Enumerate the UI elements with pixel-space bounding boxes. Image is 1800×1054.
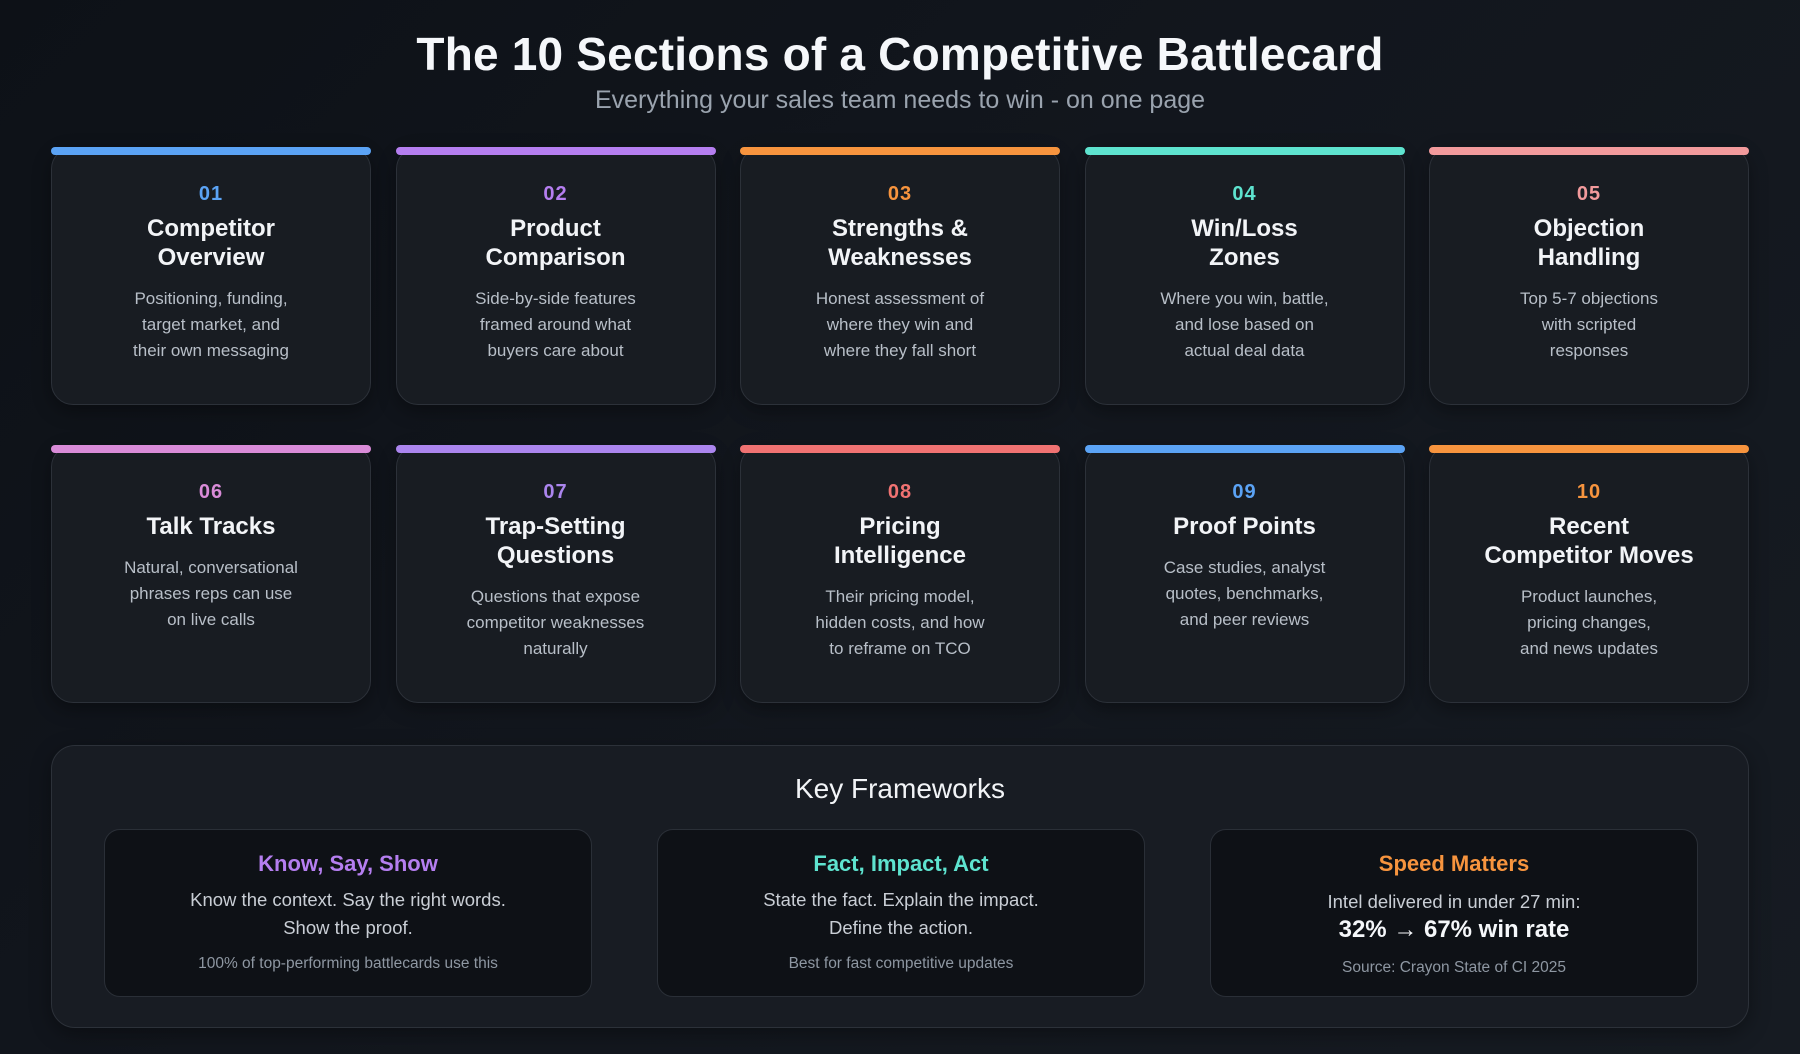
accent-bar	[740, 445, 1060, 453]
framework-body: Intel delivered in under 27 min:	[1327, 891, 1581, 912]
accent-bar	[395, 445, 716, 453]
accent-bar	[51, 147, 371, 155]
accent-bar	[740, 147, 1060, 155]
accent-bar	[1084, 445, 1405, 453]
section-number: 08	[887, 481, 913, 503]
section-card: 02 Product Comparison Side-by-side feature…	[395, 147, 716, 405]
section-title: Proof Points	[1173, 513, 1316, 540]
section-card: 07 Trap-Setting Questions Questions that e…	[395, 445, 716, 703]
section-number: 05	[1576, 183, 1602, 205]
section-description: Natural, conversational phrases reps can…	[124, 558, 298, 629]
section-card: 03 Strengths & Weaknesses Honest assessmen…	[740, 147, 1060, 405]
section-number: 04	[1232, 183, 1257, 205]
section-description: Honest assessment of where they win and …	[815, 289, 985, 360]
section-title: Pricing Intelligence	[833, 513, 967, 569]
section-title: Trap-Setting Questions	[485, 513, 626, 569]
framework-body: State the fact. Explain the impact. Defi…	[763, 889, 1039, 938]
section-number: 02	[543, 183, 568, 205]
section-description: Positioning, funding, target market, and…	[133, 289, 289, 360]
section-description: Side-by-side features framed around what…	[475, 289, 636, 360]
section-title: Win/Loss Zones	[1191, 215, 1298, 271]
accent-bar	[1084, 147, 1405, 155]
section-description: Product launches, pricing changes, and n…	[1520, 587, 1658, 658]
section-description: Where you win, battle, and lose based on…	[1160, 289, 1329, 360]
section-number: 10	[1576, 481, 1602, 503]
framework-card: Speed Matters Intel delivered in under 27…	[1210, 829, 1698, 997]
section-number: 06	[198, 481, 224, 503]
framework-note: Source: Crayon State of CI 2025	[1341, 959, 1567, 976]
section-description: Questions that expose competitor weaknes…	[466, 587, 645, 658]
section-title: Strengths & Weaknesses	[828, 215, 972, 271]
sections-grid: 01 Competitor Overview Positioning, fundin…	[51, 147, 1749, 703]
key-frameworks-panel: Key Frameworks Know, Say, Show Know the c…	[51, 745, 1749, 1028]
section-title: Competitor Overview	[147, 215, 275, 271]
section-card: 08 Pricing Intelligence Their pricing mode…	[740, 445, 1060, 703]
section-description: Their pricing model, hidden costs, and h…	[815, 587, 985, 658]
section-card: 09 Proof Points Case studies, analyst quot…	[1084, 445, 1405, 703]
frameworks-row: Know, Say, Show Know the context. Say the…	[104, 829, 1698, 997]
framework-card: Fact, Impact, Act State the fact. Explain…	[657, 829, 1145, 997]
accent-bar	[51, 445, 371, 453]
section-title: Objection Handling	[1533, 215, 1645, 271]
framework-name: Fact, Impact, Act	[813, 851, 989, 876]
framework-body: Know the context. Say the right words. S…	[190, 889, 506, 938]
header: The 10 Sections of a Competitive Battlec…	[0, 0, 1800, 116]
section-card: 10 Recent Competitor Moves Product launche…	[1429, 445, 1749, 703]
framework-card: Know, Say, Show Know the context. Say the…	[104, 829, 592, 997]
framework-note: Best for fast competitive updates	[788, 955, 1014, 972]
win-rate-stat: 32% → 67% win rate	[1338, 916, 1570, 943]
section-description: Top 5-7 objections with scripted respons…	[1520, 289, 1658, 360]
page-subtitle: Everything your sales team needs to win …	[594, 86, 1206, 114]
section-number: 09	[1232, 481, 1257, 503]
section-card: 06 Talk Tracks Natural, conversational phr…	[51, 445, 371, 703]
accent-bar	[1429, 147, 1749, 155]
section-number: 07	[543, 481, 568, 503]
section-title: Talk Tracks	[146, 513, 276, 540]
accent-bar	[1429, 445, 1749, 453]
framework-note: 100% of top-performing battlecards use t…	[198, 955, 498, 972]
section-card: 05 Objection Handling Top 5-7 objections w…	[1429, 147, 1749, 405]
framework-name: Know, Say, Show	[258, 851, 438, 876]
framework-name: Speed Matters	[1378, 851, 1530, 876]
accent-bar	[395, 147, 716, 155]
section-number: 01	[198, 183, 224, 205]
key-frameworks-title: Key Frameworks	[794, 773, 1006, 804]
section-description: Case studies, analyst quotes, benchmarks…	[1163, 558, 1326, 629]
page-title: The 10 Sections of a Competitive Battlec…	[416, 28, 1384, 80]
section-card: 01 Competitor Overview Positioning, fundin…	[51, 147, 371, 405]
section-card: 04 Win/Loss Zones Where you win, battle, a…	[1084, 147, 1405, 405]
section-title: Recent Competitor Moves	[1484, 513, 1694, 569]
section-title: Product Comparison	[485, 215, 626, 271]
section-number: 03	[887, 183, 913, 205]
